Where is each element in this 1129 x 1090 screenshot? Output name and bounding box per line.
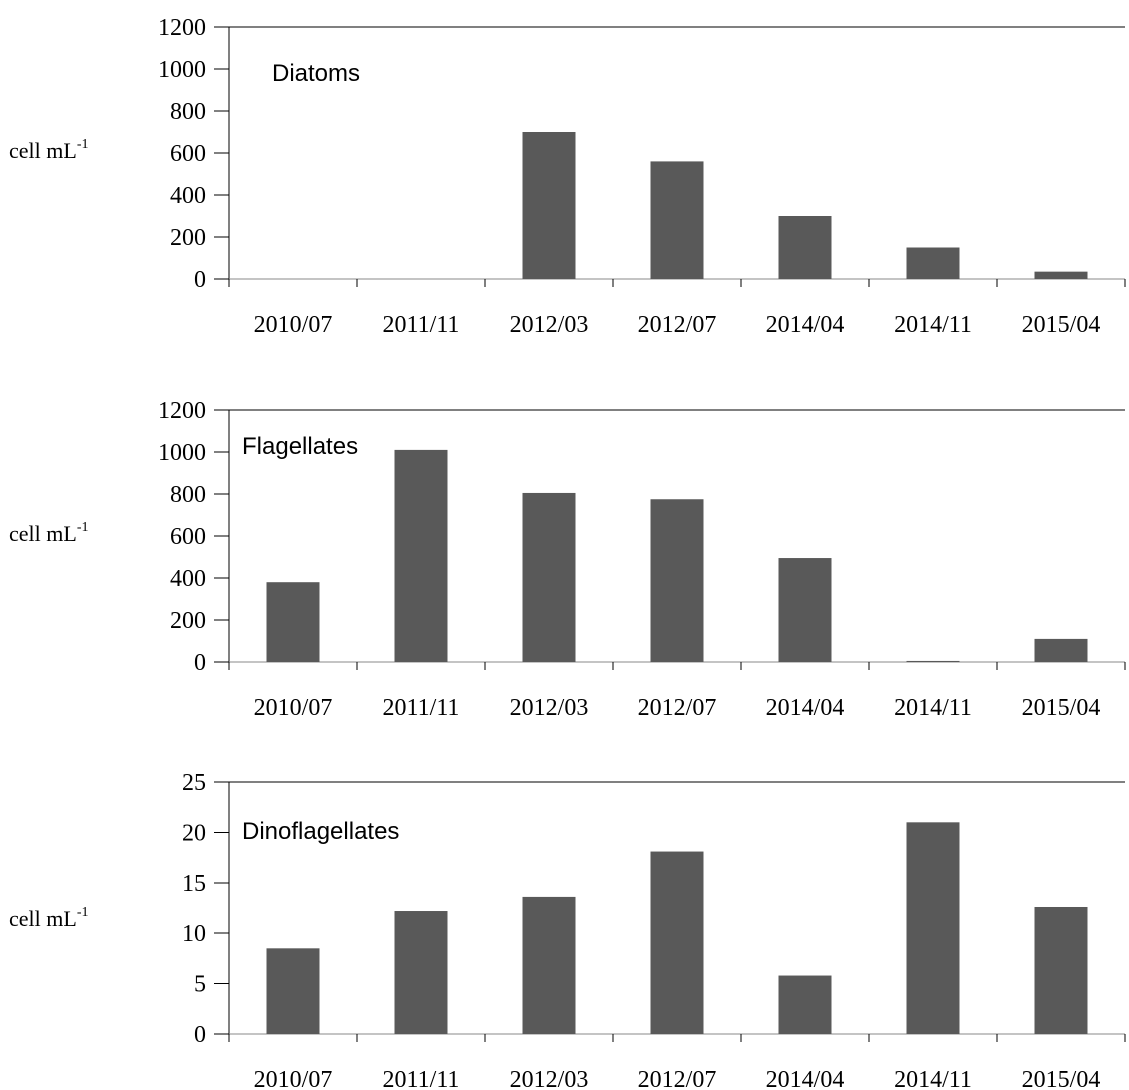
dinoflagellates-bar-5	[906, 822, 960, 1034]
dinoflagellates-y-tick-label-2: 10	[182, 921, 206, 947]
dinoflagellates-ylabel-superscript: -1	[77, 905, 89, 920]
flagellates-bar-4	[778, 558, 832, 662]
diatoms-y-tick-label-3: 600	[170, 141, 206, 167]
flagellates-y-tick-label-1: 200	[170, 608, 206, 634]
flagellates-y-tick-label-5: 1000	[158, 440, 206, 466]
flagellates-x-label-2: 2012/03	[510, 695, 589, 721]
dinoflagellates-x-label-5: 2014/11	[894, 1067, 972, 1090]
dinoflagellates-bar-1	[394, 911, 448, 1034]
dinoflagellates-x-label-1: 2011/11	[383, 1067, 460, 1090]
diatoms-y-tick-label-5: 1000	[158, 57, 206, 83]
flagellates-x-label-0: 2010/07	[254, 695, 333, 721]
flagellates-x-label-6: 2015/04	[1022, 695, 1101, 721]
diatoms-y-tick-label-4: 800	[170, 99, 206, 125]
dinoflagellates-bar-4	[778, 975, 832, 1034]
dinoflagellates-x-label-0: 2010/07	[254, 1067, 333, 1090]
diatoms-title: Diatoms	[272, 60, 360, 87]
dinoflagellates-y-tick-label-0: 0	[194, 1022, 206, 1048]
diatoms-y-tick-label-2: 400	[170, 183, 206, 209]
diatoms-x-label-0: 2010/07	[254, 312, 333, 338]
dinoflagellates-y-tick-label-4: 20	[182, 820, 206, 846]
diatoms-y-tick-label-0: 0	[194, 267, 206, 293]
diatoms-x-label-2: 2012/03	[510, 312, 589, 338]
flagellates-x-label-5: 2014/11	[894, 695, 972, 721]
diatoms-x-label-4: 2014/04	[766, 312, 845, 338]
dinoflagellates-x-label-4: 2014/04	[766, 1067, 845, 1090]
diatoms-y-tick-label-6: 1200	[158, 15, 206, 41]
dinoflagellates-title: Dinoflagellates	[242, 818, 399, 845]
diatoms-x-label-3: 2012/07	[638, 312, 717, 338]
flagellates-chart: 0 200 400 600 800 1000 1200 2010/07 2011/11 2012/…	[9, 398, 1126, 721]
diatoms-bar-6	[1034, 271, 1088, 279]
dinoflagellates-y-tick-label-3: 15	[182, 871, 206, 897]
dinoflagellates-y-tick-label-1: 5	[194, 972, 206, 998]
diatoms-bar-5	[906, 247, 960, 279]
diatoms-bar-4	[778, 216, 832, 279]
flagellates-y-tick-label-4: 800	[170, 482, 206, 508]
diatoms-bar-2	[522, 132, 576, 279]
dinoflagellates-x-label-6: 2015/04	[1022, 1067, 1101, 1090]
diatoms-chart: 0 200 400 600 800 1000 1200 2010/07 2011/11 2012/…	[9, 15, 1126, 338]
dinoflagellates-x-label-3: 2012/07	[638, 1067, 717, 1090]
flagellates-chart-panel: 0 200 400 600 800 1000 1200 2010/07 2011/11 2012/…	[0, 383, 1129, 721]
diatoms-ylabel-superscript: -1	[77, 137, 89, 152]
flagellates-title: Flagellates	[242, 433, 358, 460]
dinoflagellates-bar-3	[650, 851, 704, 1034]
flagellates-x-label-1: 2011/11	[383, 695, 460, 721]
dinoflagellates-chart: 0 5 10 15 20 25 2010/07 2011/11 2012/03 2012/07 20…	[9, 770, 1126, 1090]
flagellates-bar-0	[266, 582, 320, 662]
diatoms-x-label-6: 2015/04	[1022, 312, 1101, 338]
flagellates-x-label-4: 2014/04	[766, 695, 845, 721]
diatoms-bar-3	[650, 161, 704, 279]
flagellates-ylabel-superscript: -1	[77, 520, 89, 535]
flagellates-y-tick-label-6: 1200	[158, 398, 206, 424]
diatoms-x-label-5: 2014/11	[894, 312, 972, 338]
dinoflagellates-x-label-2: 2012/03	[510, 1067, 589, 1090]
diatoms-x-label-1: 2011/11	[383, 312, 460, 338]
flagellates-bar-5	[906, 660, 960, 662]
dinoflagellates-ylabel: cell mL-1	[9, 905, 88, 931]
flagellates-y-tick-label-0: 0	[194, 650, 206, 676]
flagellates-bar-1	[394, 449, 448, 662]
dinoflagellates-y-tick-label-5: 25	[182, 770, 206, 796]
flagellates-y-tick-label-2: 400	[170, 566, 206, 592]
diatoms-chart-panel: 0 200 400 600 800 1000 1200 2010/07 2011/11 2012/…	[0, 0, 1129, 338]
flagellates-ylabel: cell mL-1	[9, 520, 88, 546]
flagellates-bar-3	[650, 499, 704, 662]
flagellates-x-label-3: 2012/07	[638, 695, 717, 721]
dinoflagellates-chart-panel: 0 5 10 15 20 25 2010/07 2011/11 2012/03 2012/07 20…	[0, 755, 1129, 1090]
dinoflagellates-bar-2	[522, 896, 576, 1034]
flagellates-bar-6	[1034, 638, 1088, 662]
diatoms-y-tick-label-1: 200	[170, 225, 206, 251]
flagellates-bar-2	[522, 492, 576, 662]
diatoms-ylabel: cell mL-1	[9, 137, 88, 163]
dinoflagellates-bar-6	[1034, 906, 1088, 1034]
flagellates-y-tick-label-3: 600	[170, 524, 206, 550]
dinoflagellates-bar-0	[266, 948, 320, 1034]
